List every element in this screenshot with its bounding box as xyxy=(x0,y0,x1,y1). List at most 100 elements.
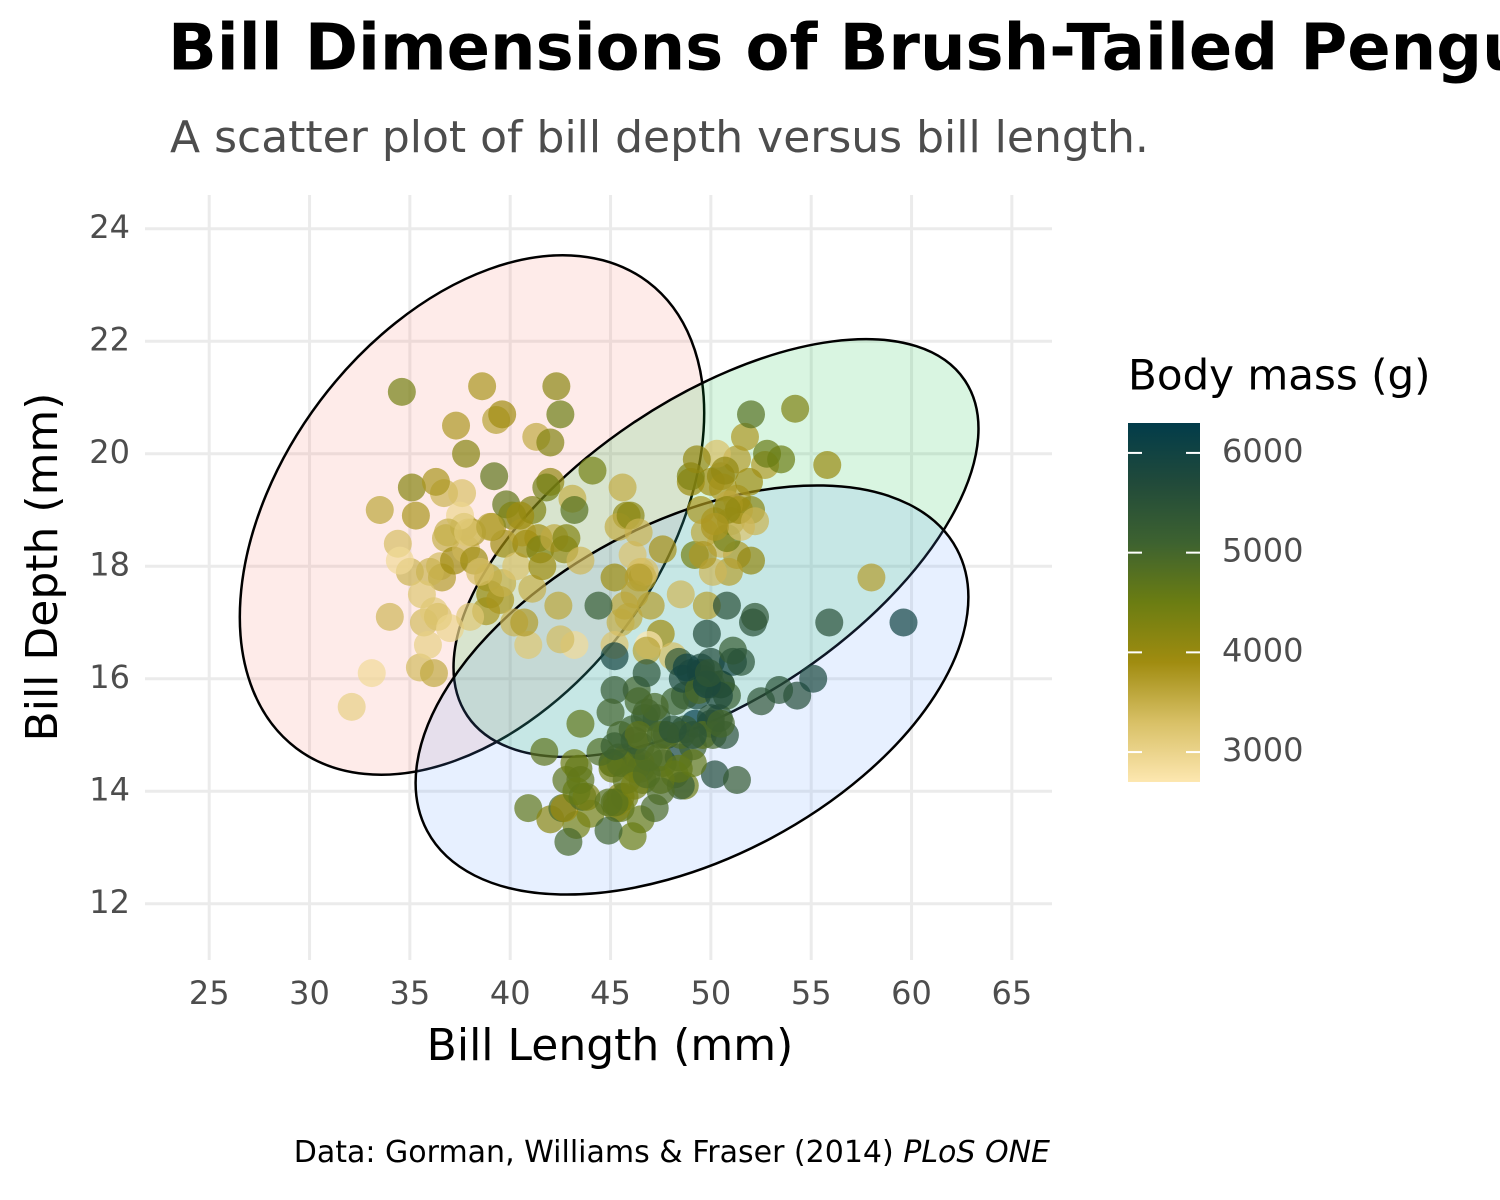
y-tick-label: 20 xyxy=(89,433,130,471)
y-tick-label: 18 xyxy=(89,545,130,583)
point xyxy=(506,501,535,530)
point xyxy=(813,451,842,479)
legend-tick-label: 3000 xyxy=(1222,731,1303,769)
legend-colorbar xyxy=(1128,423,1200,782)
point xyxy=(741,507,770,536)
point xyxy=(741,602,770,631)
point xyxy=(365,496,394,524)
point xyxy=(688,541,717,569)
point xyxy=(468,372,497,401)
point xyxy=(546,625,575,654)
x-tick-label: 45 xyxy=(590,974,631,1012)
point xyxy=(480,462,509,491)
point xyxy=(700,760,729,789)
point xyxy=(452,439,481,468)
y-tick-label: 22 xyxy=(89,320,130,358)
point xyxy=(632,636,661,665)
point xyxy=(413,631,442,659)
point xyxy=(385,546,414,575)
point xyxy=(544,591,573,620)
point xyxy=(608,473,637,502)
point xyxy=(584,591,613,620)
point xyxy=(454,518,483,547)
point xyxy=(664,754,693,783)
point xyxy=(542,372,571,401)
point xyxy=(648,535,677,564)
point xyxy=(734,467,763,496)
point xyxy=(700,512,729,541)
x-tick-label: 25 xyxy=(189,974,230,1012)
x-tick-label: 40 xyxy=(490,974,531,1012)
point xyxy=(600,676,629,704)
legend-tick-label: 6000 xyxy=(1222,432,1303,470)
x-tick-label: 65 xyxy=(992,974,1033,1012)
point xyxy=(514,794,543,823)
point xyxy=(706,709,735,738)
point xyxy=(737,400,766,429)
x-axis-title: Bill Length (mm) xyxy=(427,1020,794,1071)
point xyxy=(692,591,721,620)
point xyxy=(712,591,741,620)
point xyxy=(397,473,426,502)
point xyxy=(502,552,531,581)
point xyxy=(600,563,629,592)
point xyxy=(456,602,485,631)
chart-subtitle: A scatter plot of bill depth versus bill… xyxy=(170,112,1149,163)
y-tick-label: 24 xyxy=(89,208,130,246)
point xyxy=(857,563,886,592)
point xyxy=(765,676,794,704)
point xyxy=(694,659,723,688)
point xyxy=(518,574,547,603)
point xyxy=(566,546,595,575)
point xyxy=(564,754,593,783)
point xyxy=(514,631,543,659)
point xyxy=(610,591,639,620)
point xyxy=(407,580,436,609)
point xyxy=(640,692,669,721)
point xyxy=(710,456,739,485)
point xyxy=(415,557,444,586)
x-tick-label: 35 xyxy=(390,974,431,1012)
point xyxy=(682,445,711,474)
point xyxy=(532,473,561,502)
x-tick-label: 60 xyxy=(891,974,932,1012)
point xyxy=(554,827,583,856)
point xyxy=(889,608,918,637)
point xyxy=(560,496,589,524)
point xyxy=(578,456,607,485)
point xyxy=(692,619,721,648)
point xyxy=(632,659,661,688)
y-tick-label: 12 xyxy=(89,883,130,921)
point xyxy=(357,659,386,688)
point xyxy=(737,546,766,575)
y-axis-title: Bill Depth (mm) xyxy=(17,393,68,742)
point xyxy=(600,732,629,761)
point xyxy=(476,512,505,541)
point xyxy=(562,777,591,806)
point xyxy=(594,788,623,817)
point xyxy=(799,664,828,693)
point xyxy=(566,709,595,738)
point xyxy=(600,642,629,671)
point xyxy=(815,608,844,637)
caption-text: Data: Gorman, Williams & Fraser (2014) xyxy=(294,1135,894,1170)
point xyxy=(421,467,450,496)
point xyxy=(624,721,653,749)
point xyxy=(730,422,759,451)
point xyxy=(596,698,625,727)
point xyxy=(466,557,495,586)
y-tick-label: 14 xyxy=(89,770,130,808)
point xyxy=(536,428,565,457)
point xyxy=(488,400,517,429)
point xyxy=(442,411,471,440)
point xyxy=(704,681,733,710)
point xyxy=(510,608,539,637)
caption: Data: Gorman, Williams & Fraser (2014) P… xyxy=(294,1135,1050,1170)
legend-tick-label: 4000 xyxy=(1222,631,1303,669)
point xyxy=(594,816,623,845)
point xyxy=(419,659,448,688)
x-tick-label: 55 xyxy=(791,974,832,1012)
point xyxy=(337,692,366,721)
point xyxy=(781,394,810,423)
point xyxy=(530,737,559,766)
